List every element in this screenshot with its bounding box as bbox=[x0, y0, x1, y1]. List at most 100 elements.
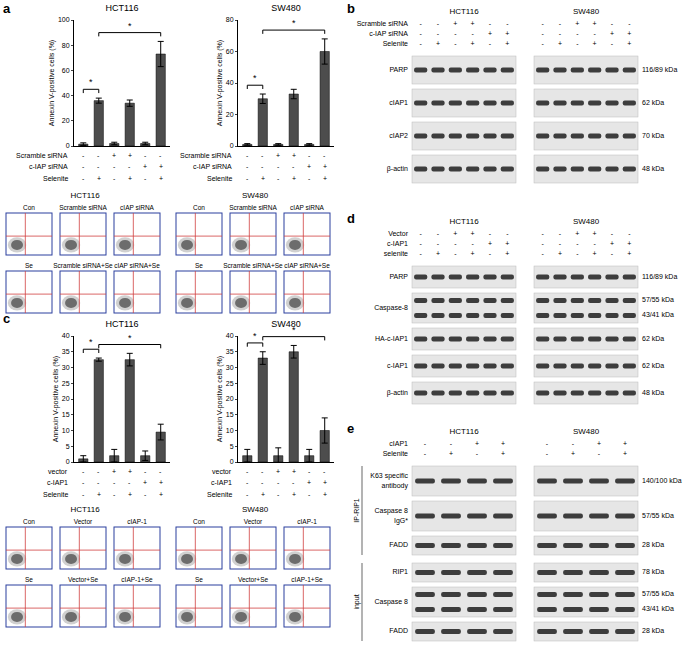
svg-text:-: - bbox=[419, 230, 422, 237]
svg-text:+: + bbox=[593, 20, 597, 27]
svg-text:+: + bbox=[597, 440, 601, 447]
svg-text:-: - bbox=[82, 152, 85, 159]
svg-text:Selenite: Selenite bbox=[383, 40, 408, 47]
svg-text:-: - bbox=[246, 152, 249, 159]
svg-text:-: - bbox=[506, 230, 509, 237]
svg-text:+: + bbox=[558, 250, 562, 257]
svg-text:80: 80 bbox=[226, 16, 234, 23]
svg-text:5: 5 bbox=[66, 443, 70, 450]
svg-text:10: 10 bbox=[226, 427, 234, 434]
svg-text:+: + bbox=[571, 450, 575, 457]
svg-text:-: - bbox=[489, 230, 492, 237]
svg-text:SW480: SW480 bbox=[573, 427, 600, 436]
svg-text:+: + bbox=[159, 479, 163, 486]
svg-text:-: - bbox=[471, 240, 474, 247]
svg-text:SW480: SW480 bbox=[271, 3, 301, 13]
svg-text:5: 5 bbox=[230, 443, 234, 450]
svg-text:+: + bbox=[471, 20, 475, 27]
svg-text:43/41 kDa: 43/41 kDa bbox=[642, 311, 674, 318]
svg-text:-: - bbox=[559, 240, 562, 247]
svg-text:cIAP siRNA+Se: cIAP siRNA+Se bbox=[284, 262, 330, 269]
svg-text:+: + bbox=[292, 468, 296, 475]
svg-text:HA-c-IAP1: HA-c-IAP1 bbox=[375, 335, 408, 342]
svg-text:d: d bbox=[347, 211, 355, 226]
svg-text:28 kDa: 28 kDa bbox=[642, 541, 664, 548]
svg-text:+: + bbox=[97, 175, 101, 182]
svg-text:-: - bbox=[476, 450, 479, 457]
svg-text:Vector: Vector bbox=[244, 518, 263, 525]
svg-text:+: + bbox=[112, 468, 116, 475]
svg-text:116/89 kDa: 116/89 kDa bbox=[642, 273, 677, 280]
svg-text:-: - bbox=[611, 40, 614, 47]
svg-text:+: + bbox=[159, 491, 163, 498]
svg-text:RIP1: RIP1 bbox=[392, 568, 408, 575]
svg-text:0: 0 bbox=[230, 458, 234, 465]
svg-text:-: - bbox=[82, 479, 85, 486]
svg-text:antibody: antibody bbox=[382, 482, 409, 490]
svg-text:-: - bbox=[437, 20, 440, 27]
svg-text:c-IAP1: c-IAP1 bbox=[211, 479, 232, 486]
svg-text:-: - bbox=[246, 163, 249, 170]
svg-text:15: 15 bbox=[226, 411, 234, 418]
svg-text:43/41 kDa: 43/41 kDa bbox=[642, 605, 674, 612]
svg-text:IP-RIP1: IP-RIP1 bbox=[353, 498, 360, 523]
svg-text:0: 0 bbox=[230, 142, 234, 149]
svg-text:+: + bbox=[323, 491, 327, 498]
svg-text:-: - bbox=[628, 230, 631, 237]
svg-text:HCT116: HCT116 bbox=[106, 319, 139, 329]
svg-text:+: + bbox=[488, 240, 492, 247]
svg-text:+: + bbox=[323, 175, 327, 182]
svg-text:+: + bbox=[159, 163, 163, 170]
svg-text:Annexin V-positive cells (%): Annexin V-positive cells (%) bbox=[48, 40, 56, 126]
svg-text:-: - bbox=[454, 30, 457, 37]
svg-text:-: - bbox=[308, 468, 311, 475]
svg-text:cIAP2: cIAP2 bbox=[389, 132, 408, 139]
svg-text:-: - bbox=[419, 250, 422, 257]
svg-text:15: 15 bbox=[62, 411, 70, 418]
svg-text:+: + bbox=[453, 20, 457, 27]
svg-text:-: - bbox=[82, 491, 85, 498]
svg-text:+: + bbox=[505, 250, 509, 257]
svg-text:+: + bbox=[501, 440, 505, 447]
svg-text:-: - bbox=[576, 240, 579, 247]
svg-text:vector: vector bbox=[48, 468, 68, 475]
svg-text:0: 0 bbox=[66, 142, 70, 149]
svg-text:+: + bbox=[623, 440, 627, 447]
svg-text:+: + bbox=[471, 40, 475, 47]
svg-text:SW480: SW480 bbox=[242, 191, 269, 200]
svg-text:-: - bbox=[159, 468, 162, 475]
svg-text:-: - bbox=[541, 240, 544, 247]
svg-text:Caspase 8: Caspase 8 bbox=[375, 507, 409, 515]
svg-text:+: + bbox=[128, 491, 132, 498]
svg-text:0: 0 bbox=[66, 458, 70, 465]
svg-text:Selenite: Selenite bbox=[43, 175, 68, 182]
svg-text:c-IAP1: c-IAP1 bbox=[387, 240, 408, 247]
svg-text:Se: Se bbox=[25, 262, 33, 269]
svg-text:+: + bbox=[501, 450, 505, 457]
svg-text:57/55 kDa: 57/55 kDa bbox=[642, 590, 674, 597]
svg-text:+: + bbox=[128, 152, 132, 159]
svg-text:-: - bbox=[628, 20, 631, 27]
svg-text:c: c bbox=[3, 311, 10, 326]
svg-text:-: - bbox=[113, 479, 116, 486]
svg-text:-: - bbox=[261, 468, 264, 475]
svg-text:-: - bbox=[97, 468, 100, 475]
svg-text:140/100 kDa: 140/100 kDa bbox=[642, 477, 682, 484]
svg-text:Con: Con bbox=[23, 204, 35, 211]
svg-text:-: - bbox=[437, 230, 440, 237]
svg-text:-: - bbox=[489, 20, 492, 27]
svg-text:+: + bbox=[292, 152, 296, 159]
svg-text:b: b bbox=[347, 1, 355, 16]
svg-text:Vector+Se: Vector+Se bbox=[68, 576, 99, 583]
svg-text:35: 35 bbox=[226, 348, 234, 355]
svg-text:-: - bbox=[611, 230, 614, 237]
svg-text:c-IAP siRNA: c-IAP siRNA bbox=[193, 163, 232, 170]
svg-text:-: - bbox=[454, 40, 457, 47]
svg-text:78 kDa: 78 kDa bbox=[642, 568, 664, 575]
svg-text:cIAP-1+Se: cIAP-1+Se bbox=[291, 576, 323, 583]
svg-text:-: - bbox=[546, 440, 549, 447]
svg-text:+: + bbox=[453, 230, 457, 237]
svg-text:cIAP1: cIAP1 bbox=[389, 99, 408, 106]
svg-text:-: - bbox=[277, 479, 280, 486]
svg-text:FADD: FADD bbox=[389, 627, 408, 634]
